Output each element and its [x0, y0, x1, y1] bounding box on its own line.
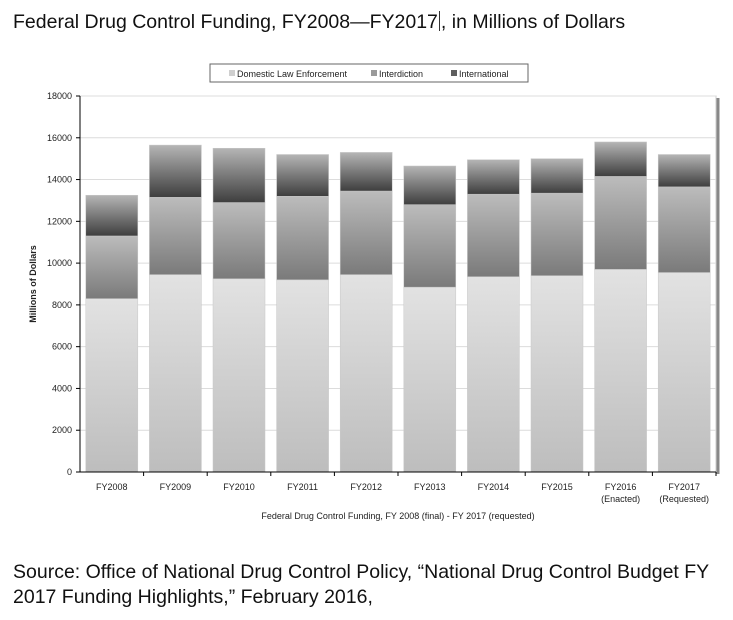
- y-tick-label: 14000: [47, 175, 72, 185]
- title-text-suffix: , in Millions of Dollars: [440, 11, 626, 33]
- legend-label: Domestic Law Enforcement: [237, 69, 348, 79]
- bar-interdiction: [594, 176, 647, 270]
- y-tick-label: 4000: [52, 383, 72, 393]
- bar-international: [657, 154, 711, 188]
- bar-domestic-law-enforcement: [594, 269, 647, 473]
- legend-swatch: [229, 70, 235, 76]
- bar-interdiction: [530, 192, 584, 276]
- x-tick-label: FY2013: [414, 482, 446, 492]
- bar-interdiction: [657, 186, 711, 273]
- bar-domestic-law-enforcement: [403, 286, 457, 473]
- bar-domestic-law-enforcement: [276, 279, 329, 473]
- page-title: Federal Drug Control Funding, FY2008—FY2…: [13, 11, 625, 34]
- legend-box: [209, 63, 529, 83]
- title-text: Federal Drug Control Funding, FY2008—FY2…: [13, 11, 438, 33]
- bar-domestic-law-enforcement: [149, 274, 202, 473]
- bar-domestic-law-enforcement: [657, 272, 711, 473]
- bar-international: [467, 159, 520, 195]
- x-tick-label: FY2009: [160, 482, 192, 492]
- bar-international: [530, 158, 584, 194]
- legend-swatch: [371, 70, 377, 76]
- bar-interdiction: [276, 196, 329, 281]
- y-tick-label: 16000: [47, 133, 72, 143]
- x-tick-label: FY2012: [350, 482, 382, 492]
- x-tick-label: FY2017: [668, 482, 700, 492]
- bar-interdiction: [339, 190, 393, 275]
- text-cursor: [438, 11, 440, 31]
- y-tick-label: 18000: [47, 91, 72, 101]
- bar-international: [85, 194, 139, 237]
- y-tick-label: 10000: [47, 258, 72, 268]
- bar-international: [276, 154, 329, 197]
- x-tick-label: FY2010: [223, 482, 255, 492]
- legend-swatch: [451, 70, 457, 76]
- x-tick-label: (Enacted): [601, 494, 640, 504]
- x-tick-label: FY2008: [96, 482, 128, 492]
- bar-interdiction: [403, 204, 457, 288]
- x-tick-label: (Requested): [659, 494, 709, 504]
- bar-interdiction: [149, 197, 202, 275]
- y-tick-label: 8000: [52, 300, 72, 310]
- legend-label: International: [459, 69, 509, 79]
- x-tick-label: FY2011: [287, 482, 318, 492]
- bar-interdiction: [467, 193, 520, 277]
- y-tick-label: 2000: [52, 425, 72, 435]
- legend-label: Interdiction: [379, 69, 423, 79]
- y-tick-label: 6000: [52, 342, 72, 352]
- bar-domestic-law-enforcement: [85, 298, 139, 473]
- bar-international: [403, 165, 457, 205]
- bar-international: [594, 141, 647, 177]
- x-tick-label: FY2016: [605, 482, 637, 492]
- bar-interdiction: [212, 202, 266, 280]
- x-tick-label: FY2015: [541, 482, 573, 492]
- x-axis-label: Federal Drug Control Funding, FY 2008 (f…: [261, 511, 534, 521]
- y-tick-label: 12000: [47, 216, 72, 226]
- bar-international: [149, 144, 202, 198]
- y-tick-label: 0: [67, 467, 72, 477]
- bar-international: [212, 147, 266, 203]
- bar-interdiction: [85, 235, 139, 299]
- bar-domestic-law-enforcement: [339, 274, 393, 473]
- source-note: Source: Office of National Drug Control …: [13, 561, 709, 608]
- y-axis-label: Millions of Dollars: [28, 245, 38, 323]
- bar-domestic-law-enforcement: [212, 278, 266, 473]
- bar-domestic-law-enforcement: [467, 276, 520, 473]
- bar-international: [339, 152, 393, 192]
- x-tick-label: FY2014: [478, 482, 510, 492]
- bar-domestic-law-enforcement: [530, 275, 584, 473]
